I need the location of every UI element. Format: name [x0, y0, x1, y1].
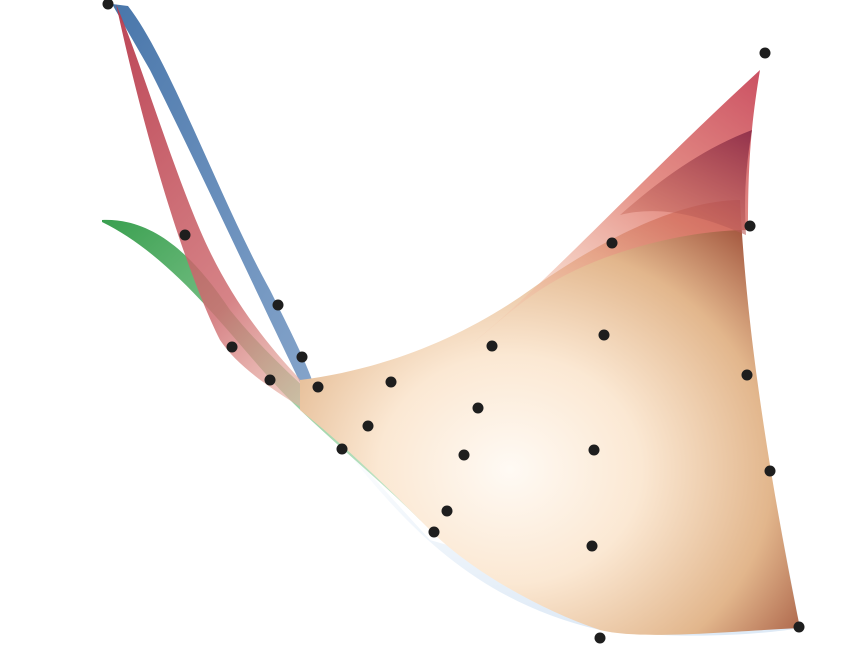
- surface-blue: [112, 4, 312, 382]
- surface-dark-band: [620, 130, 752, 235]
- control-point-15: [428, 526, 440, 538]
- control-point-5: [598, 329, 610, 341]
- surface-main: [300, 200, 800, 635]
- control-point-18: [594, 632, 606, 644]
- control-point-10: [362, 420, 374, 432]
- control-point-13: [336, 443, 348, 455]
- control-point-1: [759, 47, 771, 59]
- control-point-16: [586, 540, 598, 552]
- control-point-20: [272, 299, 284, 311]
- surface-red-right: [470, 70, 760, 345]
- control-point-24: [312, 381, 324, 393]
- surface-red-left: [116, 4, 370, 440]
- control-point-8: [472, 402, 484, 414]
- control-point-21: [226, 341, 238, 353]
- control-point-11: [458, 449, 470, 461]
- control-point-7: [385, 376, 397, 388]
- control-point-23: [264, 374, 276, 386]
- control-point-22: [296, 351, 308, 363]
- control-point-2: [606, 237, 618, 249]
- control-point-12: [588, 444, 600, 456]
- control-point-6: [741, 369, 753, 381]
- control-point-25: [102, 0, 114, 10]
- control-point-19: [179, 229, 191, 241]
- control-point-4: [486, 340, 498, 352]
- control-point-9: [764, 465, 776, 477]
- control-point-14: [441, 505, 453, 517]
- control-point-17: [793, 621, 805, 633]
- control-points: [102, 0, 805, 644]
- control-point-3: [744, 220, 756, 232]
